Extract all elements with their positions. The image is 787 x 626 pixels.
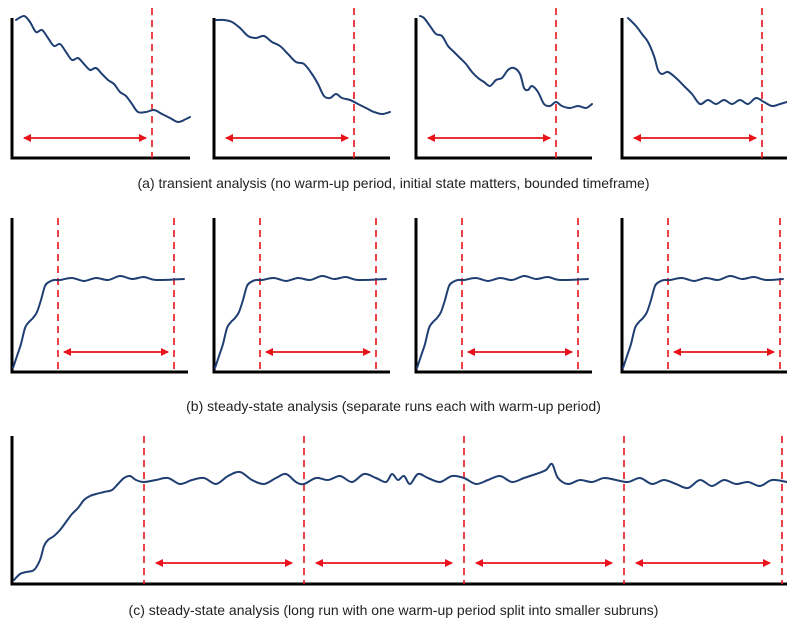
trace-a1 — [15, 15, 191, 123]
trace-b4 — [622, 275, 784, 369]
trace-b1 — [12, 275, 185, 369]
axis-a2 — [212, 18, 390, 160]
axis-b2 — [212, 218, 390, 374]
row-a-transient — [10, 8, 787, 160]
trace-a3 — [419, 15, 593, 110]
caption-c: (c) steady-state analysis (long run with… — [128, 602, 659, 618]
trace-a4 — [627, 17, 787, 108]
trace-c — [13, 462, 787, 581]
axis-c — [10, 436, 787, 586]
trace-b2 — [214, 275, 387, 369]
trace-a2 — [215, 18, 391, 115]
trace-b3 — [416, 275, 589, 369]
row-b-steady-state-separate — [10, 218, 787, 374]
axis-a4 — [620, 18, 787, 160]
axis-a3 — [414, 18, 592, 160]
caption-b: (b) steady-state analysis (separate runs… — [186, 398, 601, 414]
axis-b4 — [620, 218, 787, 374]
axis-b1 — [10, 218, 188, 374]
caption-a: (a) transient analysis (no warm-up perio… — [137, 175, 650, 191]
axis-a1 — [10, 18, 190, 160]
row-c-steady-state-long-run — [10, 436, 787, 586]
axis-b3 — [414, 218, 592, 374]
